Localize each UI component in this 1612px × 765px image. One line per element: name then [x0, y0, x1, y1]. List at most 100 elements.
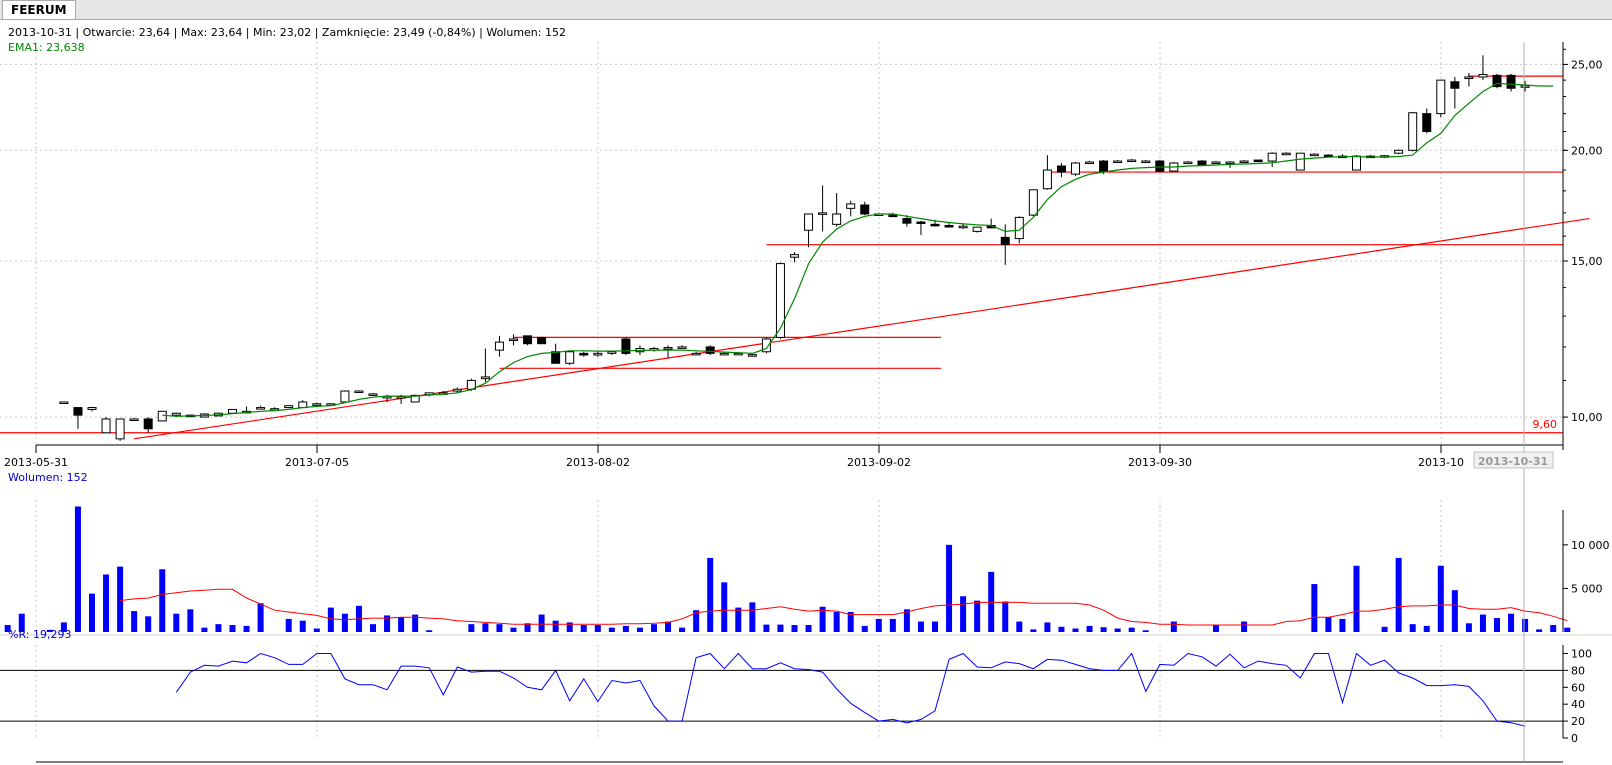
volume-bar: [468, 624, 475, 632]
volume-bar: [735, 607, 742, 632]
candle-body: [1239, 160, 1249, 164]
trend-line: [134, 217, 1590, 440]
candle-body: [775, 263, 785, 338]
chart-area[interactable]: 9,60 25,00 20,00 15,00 10,00 2013-05-31 2013-…: [0, 20, 1612, 765]
volume-bar: [201, 627, 208, 632]
candle-body: [59, 401, 69, 404]
candle-body: [354, 390, 364, 394]
volume-bar: [285, 618, 292, 632]
volume-bar: [1522, 618, 1529, 632]
volume-bar: [1030, 629, 1037, 632]
candle-body: [1464, 76, 1474, 80]
candle-body: [1281, 152, 1291, 156]
candle-body: [1436, 79, 1446, 115]
volume-bar: [257, 603, 264, 632]
x-tick-label: 2013-08-02: [566, 456, 630, 469]
candle-body: [73, 407, 83, 416]
volume-bar: [1564, 627, 1571, 632]
candle-body: [1422, 113, 1432, 133]
x-tick-label: 2013-10: [1418, 456, 1464, 469]
candle-body: [312, 403, 322, 406]
candle-body: [691, 352, 701, 356]
volume-bar: [496, 624, 503, 632]
candle-body: [565, 351, 575, 364]
volume-bar: [1016, 621, 1023, 632]
volume-bar: [215, 624, 222, 632]
volume-bar: [145, 616, 152, 632]
volume-bar: [665, 621, 672, 632]
x-tick-label: 2013-07-05: [285, 456, 349, 469]
volume-bar: [1550, 625, 1557, 632]
candle-body: [551, 351, 561, 364]
williams-y-tick-label: 20: [1571, 715, 1585, 728]
volume-bar: [1451, 590, 1458, 632]
candle-body: [340, 390, 350, 403]
stock-chart[interactable]: 9,60 25,00 20,00 15,00 10,00 2013-05-31 2013-…: [0, 20, 1612, 765]
candle-body: [480, 376, 490, 380]
volume-bar: [524, 623, 531, 632]
volume-bar: [1002, 601, 1009, 632]
volume-bar: [805, 625, 812, 632]
volume-bar: [833, 611, 840, 632]
candle-body: [916, 221, 926, 225]
candle-body: [790, 254, 799, 258]
volume-bar: [482, 623, 489, 632]
volume-bar: [243, 625, 250, 632]
volume-bar: [1311, 584, 1318, 632]
price-y-tick-label: 20,00: [1571, 144, 1603, 157]
candle-body: [494, 341, 504, 351]
williams-y-tick-label: 40: [1571, 698, 1585, 711]
candle-body: [733, 352, 743, 356]
volume-bar: [398, 617, 405, 632]
volume-bar: [1128, 627, 1135, 632]
volume-label: Wolumen: 152: [8, 471, 88, 484]
volume-average-line: [120, 588, 1568, 626]
candle-body: [1253, 159, 1263, 163]
price-y-tick-label: 15,00: [1571, 255, 1603, 268]
volume-bar: [819, 606, 826, 632]
volume-bar: [1353, 565, 1360, 632]
volume-bar: [1437, 565, 1444, 632]
candle-body: [1309, 153, 1319, 157]
volume-y-tick-label: 10 000: [1571, 539, 1610, 552]
volume-bar: [1536, 629, 1543, 632]
candle-body: [1042, 169, 1052, 190]
candle-body: [1127, 159, 1137, 163]
x-tick-label: 2013-09-30: [1128, 456, 1192, 469]
candle-body: [1408, 112, 1418, 151]
volume-bar: [538, 614, 545, 632]
candle-body: [1520, 85, 1530, 88]
candle-body: [1056, 165, 1066, 173]
candle-body: [902, 218, 912, 224]
candle-body: [1071, 162, 1080, 175]
candle-body: [452, 388, 462, 392]
ema-line: [162, 82, 1554, 417]
candle-body: [607, 351, 617, 354]
candle-body: [761, 338, 771, 353]
candle-body: [1085, 161, 1095, 165]
volume-bar: [552, 620, 559, 632]
candle-body: [818, 212, 828, 215]
candle-body: [677, 346, 687, 349]
cursor-date-box: [1473, 451, 1554, 469]
candle-body: [1028, 189, 1038, 216]
volume-bar: [299, 620, 306, 632]
volume-bar: [580, 625, 587, 632]
volume-bar: [1114, 628, 1121, 632]
candle-body: [1267, 152, 1277, 162]
volume-bar: [946, 544, 953, 632]
candle-body: [804, 213, 814, 231]
candle-body: [1506, 74, 1516, 89]
volume-bar: [510, 627, 517, 632]
price-y-tick-label: 10,00: [1571, 411, 1603, 424]
volume-bar: [89, 593, 95, 632]
candle-body: [298, 401, 308, 409]
candle-body: [537, 336, 547, 345]
volume-panel: [4, 506, 1571, 632]
tab-feerum[interactable]: FEERUM: [2, 0, 76, 19]
candle-body: [171, 412, 181, 416]
candle-body: [410, 394, 420, 403]
volume-bar: [1479, 614, 1486, 632]
candle-body: [719, 352, 729, 356]
candle-body: [705, 346, 715, 354]
